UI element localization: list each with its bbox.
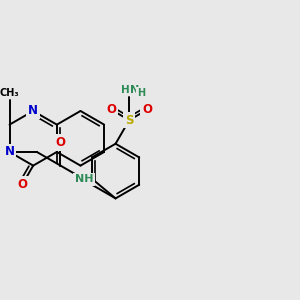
Text: NH: NH xyxy=(75,174,93,184)
Text: H: H xyxy=(121,85,130,95)
Text: N: N xyxy=(4,146,14,158)
Text: O: O xyxy=(17,178,27,191)
Text: N: N xyxy=(130,85,140,95)
Text: CH₃: CH₃ xyxy=(0,88,19,98)
Text: O: O xyxy=(56,136,65,149)
Text: O: O xyxy=(106,103,116,116)
Text: S: S xyxy=(125,114,134,127)
Text: O: O xyxy=(142,103,152,116)
Text: H: H xyxy=(137,88,145,98)
Text: N: N xyxy=(28,104,38,118)
